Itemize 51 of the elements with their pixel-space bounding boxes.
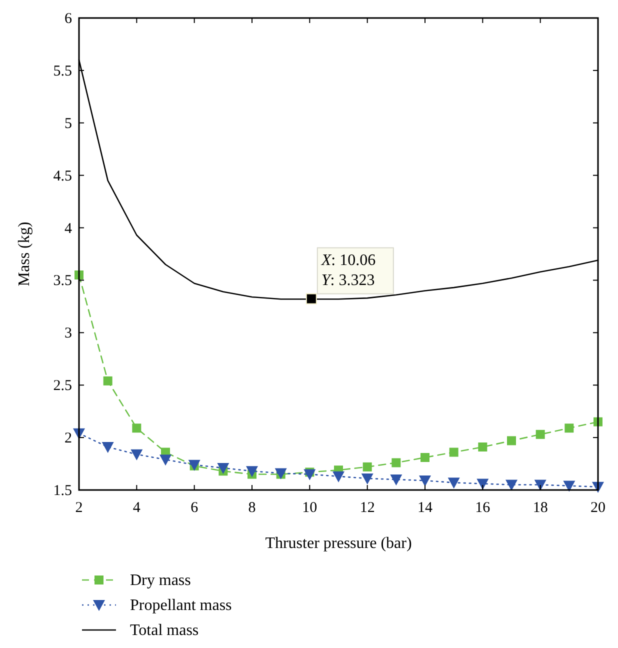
y-tick-label: 6 [64, 11, 72, 27]
x-tick-label: 12 [360, 500, 375, 516]
point [478, 442, 488, 452]
point [506, 480, 518, 491]
point [332, 471, 344, 482]
legend-label: Propellant mass [130, 597, 232, 614]
x-tick-label: 16 [475, 500, 491, 516]
point [536, 430, 545, 439]
point [419, 476, 431, 487]
point [304, 469, 316, 480]
y-tick-label: 2.5 [53, 378, 72, 394]
y-tick-label: 3 [64, 326, 72, 342]
x-tick-label: 18 [532, 500, 548, 516]
x-tick-label: 8 [248, 500, 256, 516]
point [217, 462, 230, 474]
x-tick-label: 4 [132, 500, 141, 516]
point [132, 424, 142, 433]
point [361, 473, 374, 484]
x-tick-label: 14 [418, 500, 433, 516]
point [130, 449, 143, 460]
point [102, 442, 114, 453]
y-tick-label: 4.5 [53, 168, 72, 184]
point [449, 448, 458, 457]
point [103, 376, 112, 386]
legend-label: Dry mass [130, 572, 191, 589]
point [392, 458, 401, 468]
point [420, 452, 430, 462]
x-tick-label: 6 [190, 500, 199, 516]
point [507, 436, 516, 446]
point [362, 462, 372, 472]
point [160, 454, 172, 466]
point [563, 480, 576, 492]
y-tick-label: 1.5 [53, 483, 72, 499]
x-tick-label: 20 [590, 500, 606, 516]
annotation: X: 10.06 Y: 3.323 [320, 252, 376, 289]
y-tick-label: 3.5 [53, 273, 72, 290]
x-tick-label: 2 [75, 500, 83, 516]
y-tick-label: 2 [64, 430, 72, 447]
y-tick-label: 5 [64, 116, 72, 132]
point [390, 474, 402, 486]
y-tick-label: 5.5 [53, 63, 72, 80]
point [246, 466, 258, 478]
legend-label: Total mass [130, 622, 199, 639]
y-tick-label: 4 [64, 220, 72, 237]
y-axis-title: Mass (kg) [16, 222, 33, 286]
x-tick-label: 10 [302, 500, 318, 516]
point [564, 424, 574, 433]
point [534, 480, 546, 491]
x-axis-title: Thruster pressure (bar) [265, 535, 412, 552]
point [476, 478, 489, 490]
point [448, 478, 460, 489]
